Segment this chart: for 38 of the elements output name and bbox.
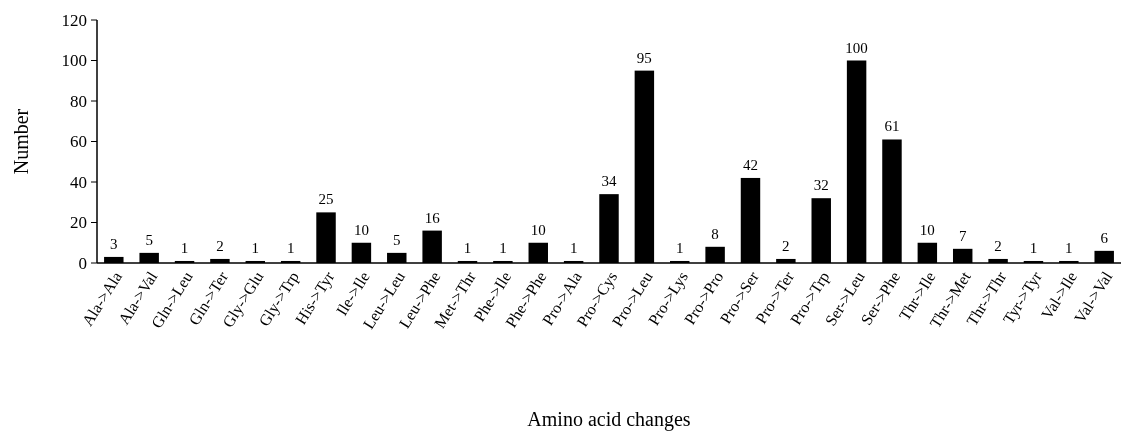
- data-label: 3: [110, 235, 118, 252]
- data-label: 32: [813, 177, 829, 194]
- data-label: 1: [286, 239, 295, 256]
- y-tick-label: 40: [70, 172, 87, 192]
- data-label: 1: [1029, 239, 1038, 256]
- data-label: 25: [318, 191, 334, 208]
- y-axis-title: Number: [10, 108, 32, 175]
- data-label: 1: [499, 239, 507, 256]
- data-label: 6: [1100, 229, 1109, 246]
- data-label: 10: [530, 221, 546, 238]
- data-label: 1: [463, 239, 472, 256]
- data-label: 61: [884, 118, 900, 135]
- y-tick-label: 60: [70, 132, 87, 152]
- data-label: 1: [180, 239, 189, 256]
- data-label: 1: [569, 239, 578, 256]
- data-label: 10: [919, 221, 935, 238]
- data-label: 100: [845, 39, 868, 56]
- data-label: 2: [994, 237, 1002, 254]
- data-label: 1: [675, 239, 684, 256]
- data-label: 1: [251, 239, 260, 256]
- data-label: 5: [393, 231, 401, 248]
- data-label: 34: [601, 173, 617, 190]
- data-label: 8: [711, 225, 719, 242]
- data-label: 5: [145, 231, 153, 248]
- data-label: 2: [216, 237, 224, 254]
- data-label: 16: [424, 209, 441, 226]
- data-label: 2: [782, 237, 790, 254]
- data-label: 7: [958, 227, 967, 244]
- y-tick-label: 120: [61, 10, 87, 30]
- data-label: 42: [742, 156, 758, 173]
- y-tick-label: 80: [70, 91, 87, 111]
- data-label: 10: [353, 221, 369, 238]
- data-label: 1: [1065, 239, 1073, 256]
- data-label: 95: [636, 49, 652, 66]
- y-tick-label: 0: [78, 253, 87, 273]
- x-axis-title: Amino acid changes: [527, 408, 691, 431]
- y-tick-label: 20: [70, 213, 87, 233]
- y-tick-label: 100: [61, 51, 87, 71]
